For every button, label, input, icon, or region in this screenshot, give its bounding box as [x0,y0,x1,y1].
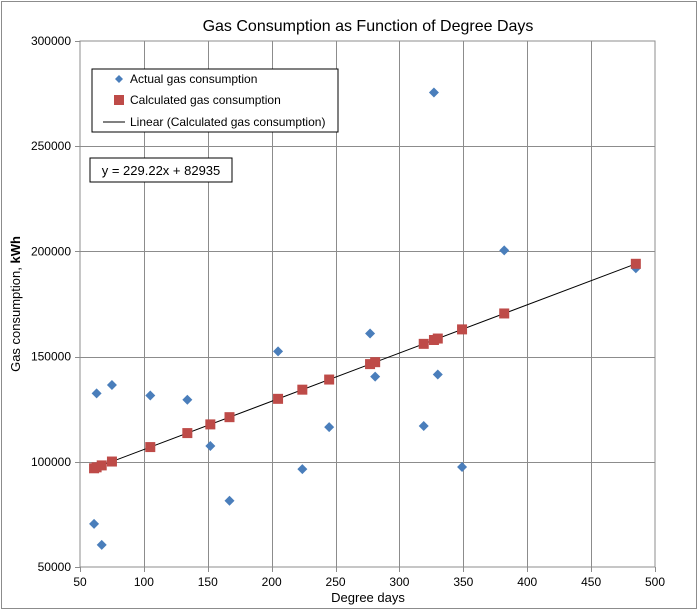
actual-point [273,346,284,357]
actual-series [89,87,641,550]
legend-square-icon [114,95,124,105]
actual-point [205,441,216,452]
y-tick-label: 300000 [31,34,71,48]
equation-text: y = 229.22x + 82935 [102,163,221,178]
y-axis-title: Gas consumption, kWh [8,236,23,372]
calculated-point [630,258,641,269]
legend-label-calculated: Calculated gas consumption [130,93,281,107]
x-tick-label: 450 [581,575,601,589]
trendline [93,263,637,469]
calculated-point [224,412,235,423]
x-tick-label: 400 [517,575,537,589]
actual-point [145,390,156,401]
calculated-point [182,428,193,439]
x-tick-label: 200 [262,575,282,589]
actual-point [432,369,443,380]
legend: Actual gas consumption Calculated gas co… [91,68,339,133]
y-axis-title-unit: kWh [8,236,23,264]
calculated-point [205,419,216,430]
calculated-point [297,384,308,395]
calculated-point [145,442,156,453]
actual-point [224,495,235,506]
y-axis-title-prefix: Gas consumption, [8,264,23,372]
actual-point [182,394,193,405]
x-tick-label: 150 [198,575,218,589]
actual-point [499,245,510,256]
actual-point [428,87,439,98]
actual-point [96,539,107,550]
x-tick-label: 250 [326,575,346,589]
y-tick-label: 250000 [31,139,71,153]
calculated-series [89,258,641,474]
calculated-point [370,357,381,368]
x-axis-ticks: 50 100 150 200 250 300 350 400 450 500 [73,567,665,589]
y-tick-label: 200000 [31,244,71,258]
chart-title: Gas Consumption as Function of Degree Da… [203,18,534,35]
calculated-point [106,456,117,467]
actual-point [418,421,429,432]
x-tick-label: 100 [134,575,154,589]
actual-point [89,518,100,529]
calculated-point [418,338,429,349]
calculated-point [91,462,102,473]
legend-box [91,68,339,133]
x-tick-label: 300 [389,575,409,589]
legend-label-actual: Actual gas consumption [130,72,257,86]
calculated-point [96,460,107,471]
calculated-point [324,374,335,385]
y-tick-label: 150000 [31,350,71,364]
actual-point [370,371,381,382]
calculated-point [432,333,443,344]
x-tick-label: 500 [645,575,665,589]
plot-area [79,40,656,568]
calculated-point [273,393,284,404]
actual-point [106,380,117,391]
x-tick-label: 50 [73,575,87,589]
y-tick-label: 50000 [38,560,72,574]
calculated-point [365,359,376,370]
actual-point [297,464,308,475]
equation-label: y = 229.22x + 82935 [89,157,233,183]
y-tick-label: 100000 [31,455,71,469]
y-axis-ticks: 50000 100000 150000 200000 250000 300000 [31,34,80,574]
calculated-point [499,308,510,319]
equation-box [89,157,233,183]
actual-point [324,422,335,433]
x-axis-title: Degree days [331,590,405,605]
calculated-point [457,324,468,335]
trendline-layer [93,263,637,469]
x-tick-label: 350 [453,575,473,589]
actual-point [365,328,376,339]
legend-diamond-icon [115,75,123,83]
actual-point [91,388,102,399]
actual-point [457,462,468,473]
legend-label-linear: Linear (Calculated gas consumption) [130,115,325,129]
